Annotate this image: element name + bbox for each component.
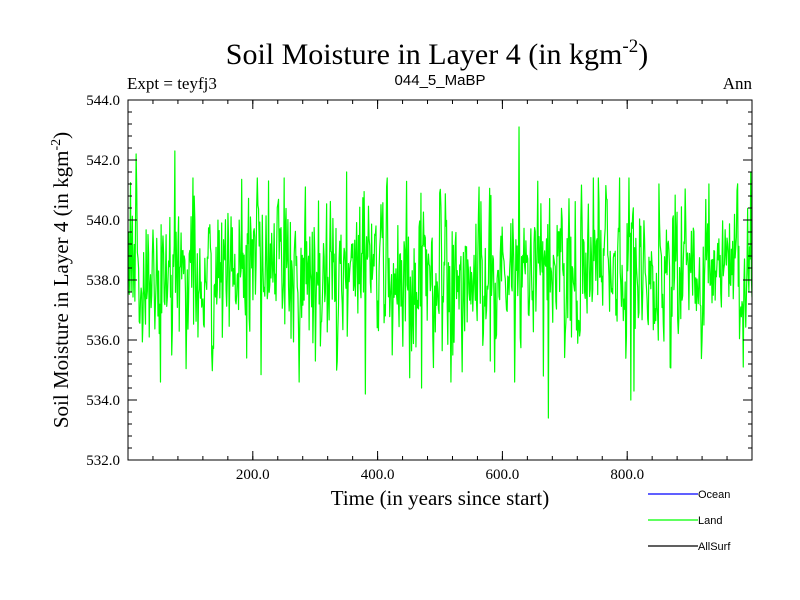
x-tick-label: 200.0 [236,467,270,483]
legend-label-ocean: Ocean [698,489,730,501]
y-tick-label: 544.0 [86,93,120,109]
y-tick-label: 536.0 [86,333,120,349]
chart-title: Soil Moisture in Layer 4 (in kgm-2) [226,36,648,71]
series-line-land [128,126,752,419]
x-axis-label: Time (in years since start) [331,486,550,510]
series-group [128,126,752,419]
y-tick-label: 538.0 [86,273,120,289]
subtitle-left: Expt = teyfj3 [127,74,217,93]
chart-title-suffix: ) [638,38,648,71]
subtitle-center: 044_5_MaBP [395,72,486,89]
y-tick-label: 534.0 [86,393,120,409]
legend-label-land: Land [698,515,722,527]
chart-title-sup: -2 [622,36,638,57]
x-tick-label: 400.0 [361,467,395,483]
y-axis-label-main: Soil Moisture in Layer 4 (in kgm [49,151,73,429]
y-tick-label: 542.0 [86,153,120,169]
legend-label-allsurf: AllSurf [698,541,731,553]
y-tick-labels: 532.0 534.0 536.0 538.0 540.0 542.0 544.0 [86,93,120,469]
subtitle-right: Ann [723,74,753,93]
y-tick-label: 532.0 [86,453,120,469]
x-tick-label: 600.0 [486,467,520,483]
x-tick-label: 800.0 [610,467,644,483]
y-tick-label: 540.0 [86,213,120,229]
legend: Ocean Land AllSurf [648,489,731,553]
chart-title-main: Soil Moisture in Layer 4 (in kgm [226,38,623,71]
y-axis-label: Soil Moisture in Layer 4 (in kgm-2) [49,132,73,428]
y-axis-label-sup: -2 [49,139,64,151]
y-axis-label-suffix: ) [49,132,73,139]
axis-ticks [128,99,752,461]
x-tick-labels: 200.0 400.0 600.0 800.0 [236,467,644,483]
